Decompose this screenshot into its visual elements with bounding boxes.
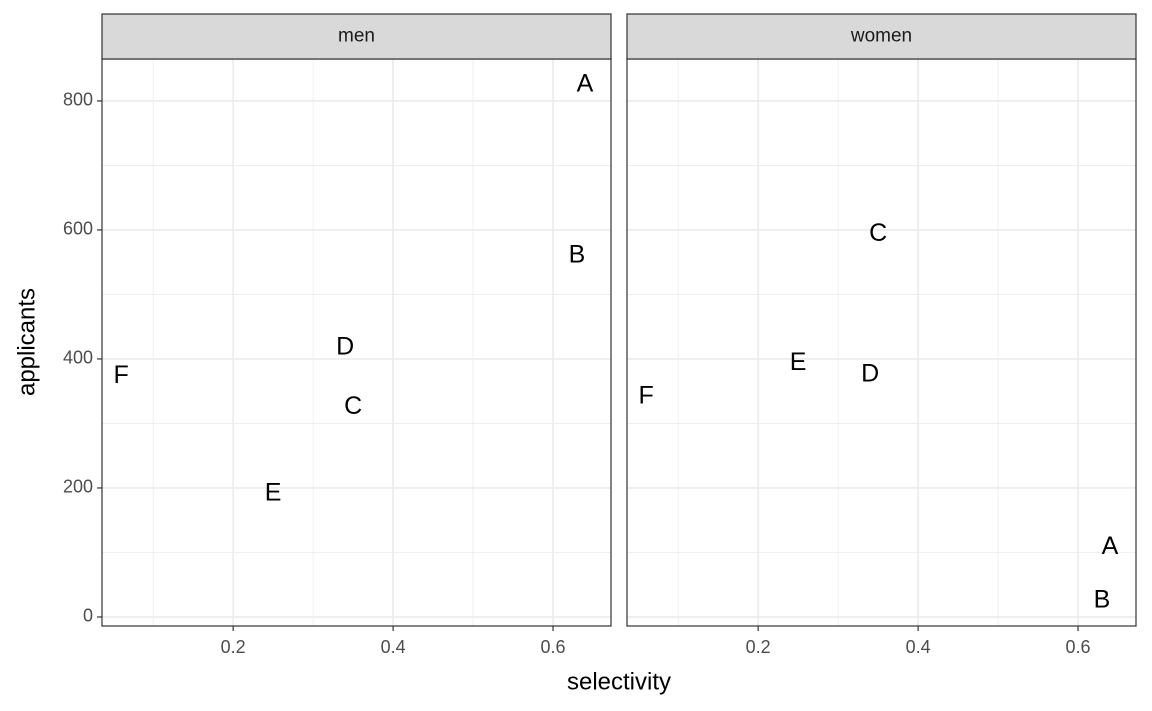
strip-label: women [850, 26, 912, 47]
strip [101, 13, 612, 60]
panel-background [102, 59, 611, 626]
y-tick-label: 200 [63, 477, 93, 497]
strip-label: men [338, 26, 375, 47]
point-label: C [869, 219, 887, 247]
point-label: E [265, 478, 282, 506]
point-label: C [344, 392, 362, 420]
point-label: A [577, 69, 594, 97]
x-tick-label: 0.6 [541, 637, 566, 657]
x-tick-label: 0.4 [381, 637, 406, 657]
y-tick-label: 400 [63, 348, 93, 368]
panel-background [627, 59, 1136, 626]
point-label: D [861, 360, 879, 388]
point-label: B [1094, 585, 1111, 613]
y-axis-title: applicants [13, 288, 40, 396]
point-label: F [639, 382, 654, 410]
x-tick-label: 0.2 [746, 637, 771, 657]
y-tick-label: 0 [83, 606, 93, 626]
strip [626, 13, 1137, 60]
y-tick-label: 800 [63, 90, 93, 110]
point-label: B [569, 240, 586, 268]
x-tick-label: 0.2 [221, 637, 246, 657]
point-label: A [1102, 532, 1119, 560]
point-label: D [336, 333, 354, 361]
point-label: F [114, 361, 129, 389]
x-tick-label: 0.4 [906, 637, 931, 657]
x-tick-label: 0.6 [1066, 637, 1091, 657]
y-tick-label: 600 [63, 219, 93, 239]
point-label: E [790, 348, 807, 376]
x-axis-title: selectivity [567, 668, 671, 695]
